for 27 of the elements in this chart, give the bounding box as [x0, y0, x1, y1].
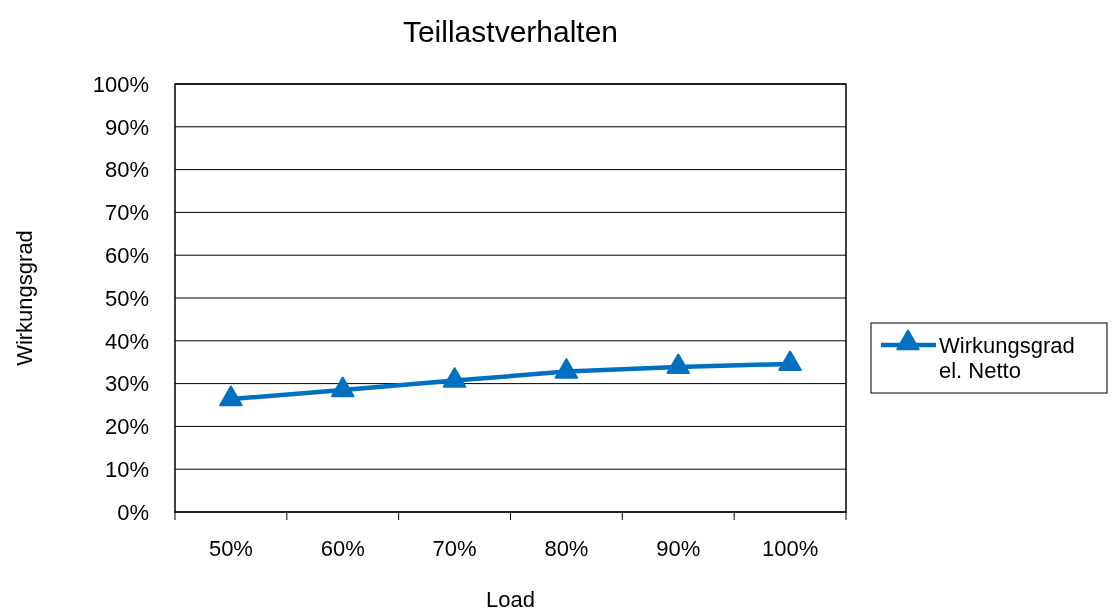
x-tick-label: 80% [544, 536, 589, 561]
x-axis-title: Load [486, 587, 535, 612]
point [778, 350, 802, 372]
point [666, 353, 690, 375]
y-tick-label: 70% [104, 200, 149, 226]
y-tick-label: 10% [104, 456, 149, 482]
point [331, 376, 355, 398]
y-tick-label: 80% [104, 157, 149, 183]
y-tick-label: 50% [104, 285, 149, 311]
x-tick-label: 100% [761, 536, 819, 561]
y-tick-label: 20% [104, 414, 149, 440]
legend-label: Wirkungsgrad el. Netto [939, 332, 1075, 383]
chart-title: Teillastverhalten [402, 15, 619, 48]
y-tick-label: 0% [117, 499, 149, 525]
point [554, 358, 579, 379]
x-tick-label: 70% [432, 536, 477, 561]
point [219, 385, 243, 407]
y-tick-label: 40% [104, 328, 149, 354]
y-axis-title: Wirkungsgrad [12, 230, 37, 366]
x-tick-label: 90% [656, 536, 701, 561]
y-tick-label: 90% [104, 114, 149, 140]
y-tick-label: 60% [104, 242, 149, 268]
point [442, 367, 467, 388]
y-tick-label: 100% [92, 71, 149, 97]
x-tick-label: 60% [320, 536, 365, 561]
y-tick-label: 30% [104, 371, 149, 397]
x-tick-label: 50% [208, 536, 253, 561]
